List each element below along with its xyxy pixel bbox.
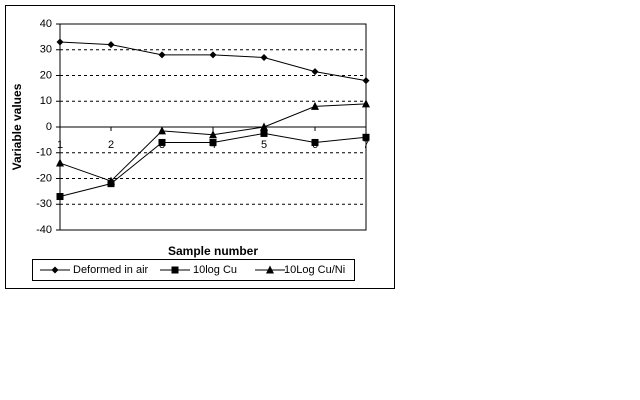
- y-tick-label: 30: [40, 44, 52, 56]
- marker: [260, 129, 268, 137]
- marker: [362, 99, 370, 108]
- x-tick-label: 5: [261, 139, 267, 151]
- marker: [209, 130, 217, 139]
- y-tick-label: 10: [40, 95, 52, 107]
- x-tick-label: 7: [363, 139, 369, 151]
- x-tick-label: 1: [57, 139, 63, 151]
- legend-label: 10log Cu: [193, 264, 237, 276]
- y-tick-label: -20: [36, 172, 52, 184]
- marker: [311, 101, 319, 110]
- marker: [51, 266, 59, 274]
- marker: [158, 126, 166, 135]
- legend-label: Deformed in air: [73, 264, 149, 276]
- marker: [260, 53, 268, 61]
- y-tick-label: -30: [36, 198, 52, 210]
- x-tick-label: 2: [108, 139, 114, 151]
- marker: [107, 41, 115, 49]
- x-axis-title: Sample number: [168, 244, 258, 258]
- marker: [209, 138, 217, 146]
- marker: [171, 266, 179, 274]
- marker: [158, 138, 166, 146]
- y-tick-label: 0: [46, 121, 52, 133]
- marker: [56, 38, 64, 46]
- marker: [107, 176, 115, 185]
- marker: [362, 77, 370, 85]
- marker: [158, 51, 166, 59]
- marker: [56, 193, 64, 201]
- marker: [362, 133, 370, 141]
- y-tick-label: -40: [36, 224, 52, 236]
- marker: [311, 68, 319, 76]
- y-tick-label: 20: [40, 69, 52, 81]
- marker: [260, 122, 268, 131]
- y-tick-label: -10: [36, 147, 52, 159]
- marker: [311, 138, 319, 146]
- marker: [266, 265, 274, 274]
- y-tick-label: 40: [40, 18, 52, 30]
- legend-label: 10Log Cu/Ni: [284, 264, 345, 276]
- legend: [32, 259, 355, 281]
- y-axis-title: Variable values: [10, 83, 24, 170]
- marker: [56, 158, 64, 167]
- marker: [209, 51, 217, 59]
